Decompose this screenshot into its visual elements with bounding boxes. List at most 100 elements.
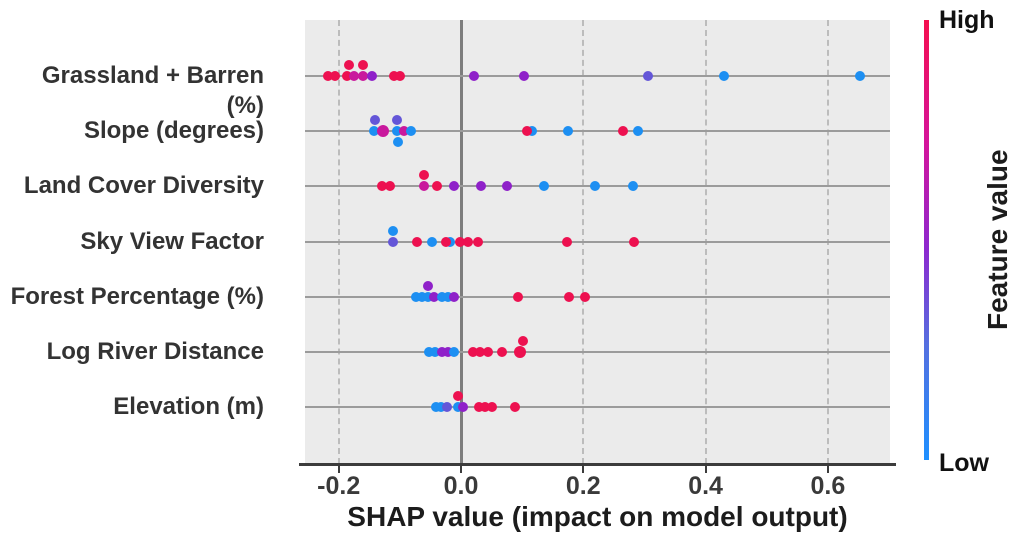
data-point (391, 115, 402, 126)
x-tick-mark (460, 466, 462, 473)
data-point (468, 347, 479, 357)
data-point (580, 291, 591, 302)
data-point (405, 126, 416, 137)
feature-label: Land Cover Diversity (23, 172, 264, 200)
data-point (496, 347, 507, 357)
x-tick-mark (704, 466, 707, 473)
data-point (473, 236, 484, 247)
x-tick-label: -0.2 (317, 472, 361, 500)
data-point (509, 402, 520, 413)
data-point (449, 347, 460, 357)
data-point (629, 236, 640, 247)
data-point (344, 60, 355, 70)
data-point (369, 126, 380, 137)
data-point (512, 291, 523, 302)
data-point (473, 402, 484, 413)
data-point (376, 125, 389, 138)
data-point (441, 402, 452, 413)
feature-row-line (305, 295, 890, 298)
data-point (330, 71, 341, 81)
data-point (424, 347, 435, 357)
data-point (440, 236, 451, 247)
data-point (518, 71, 529, 81)
x-tick-label: 0.4 (688, 472, 723, 500)
data-point (388, 236, 399, 247)
data-point (358, 60, 369, 70)
data-point (539, 181, 550, 192)
data-point (410, 291, 421, 302)
feature-row-line (305, 240, 890, 243)
feature-row-line (305, 75, 890, 77)
data-point (437, 291, 448, 302)
x-tick-mark (337, 466, 340, 473)
data-point (628, 181, 639, 192)
data-point (427, 236, 438, 247)
data-point (348, 71, 359, 81)
data-point (369, 115, 380, 126)
data-point (422, 291, 433, 302)
x-axis-spine (299, 463, 896, 466)
colorbar-high-label: High (939, 6, 995, 34)
data-point (322, 71, 333, 81)
feature-label: Elevation (m) (113, 393, 264, 421)
data-point (416, 291, 427, 302)
data-point (443, 291, 454, 302)
data-point (391, 126, 402, 137)
data-point (432, 181, 443, 192)
colorbar-low-label: Low (939, 449, 989, 477)
data-point (514, 346, 527, 358)
data-point (388, 225, 399, 236)
data-point (393, 137, 403, 148)
data-point (429, 291, 440, 302)
x-tick-label: 0.2 (565, 472, 601, 500)
data-point (341, 71, 352, 81)
data-point (462, 236, 473, 247)
data-point (474, 347, 485, 357)
data-point (366, 71, 377, 81)
feature-row-line (305, 351, 890, 353)
feature-label: Sky View Factor (80, 227, 264, 255)
x-tick-mark (826, 466, 829, 473)
data-point (643, 71, 654, 81)
data-point (435, 402, 446, 413)
data-point (388, 71, 399, 81)
feature-label: Forest Percentage (%) (10, 282, 264, 310)
data-point (564, 291, 575, 302)
data-point (377, 181, 388, 192)
data-point (449, 291, 460, 302)
feature-row-line (305, 406, 890, 409)
data-point (449, 181, 460, 192)
data-point (563, 126, 573, 137)
data-point (561, 236, 572, 247)
colorbar-title: Feature value (982, 149, 1013, 331)
data-point (399, 126, 410, 137)
data-point (633, 126, 644, 137)
data-point (358, 71, 369, 81)
data-point (429, 347, 440, 357)
data-point (411, 236, 422, 247)
data-point (517, 336, 528, 346)
data-point (482, 347, 493, 357)
data-point (418, 181, 429, 192)
data-point (479, 402, 490, 413)
data-point (487, 402, 498, 413)
data-point (501, 181, 512, 192)
data-point (476, 181, 487, 192)
data-point (457, 402, 468, 413)
data-point (385, 181, 396, 192)
data-point (443, 347, 454, 357)
data-point (618, 126, 629, 137)
data-point (437, 347, 448, 357)
feature-label: Log River Distance (46, 338, 264, 365)
plot-area (305, 20, 890, 464)
data-point (468, 71, 479, 81)
feature-row-line (305, 130, 890, 133)
data-point (589, 181, 600, 192)
x-tick-label: 0.6 (810, 472, 846, 500)
data-point (855, 71, 866, 81)
data-point (422, 280, 433, 291)
x-tick-label: 0.0 (443, 472, 479, 500)
colorbar-gradient (924, 20, 929, 460)
data-point (418, 170, 429, 181)
